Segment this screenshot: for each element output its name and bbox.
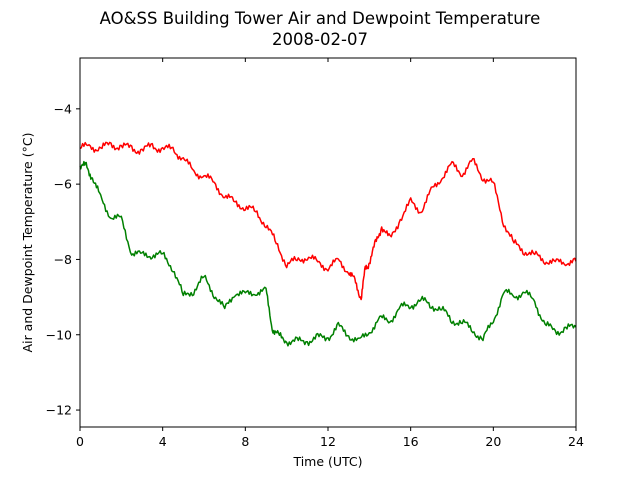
x-axis-label: Time (UTC) xyxy=(292,454,362,469)
x-tick-label: 16 xyxy=(403,434,419,449)
series-line-1 xyxy=(79,141,577,301)
x-tick-label: 24 xyxy=(568,434,584,449)
x-tick-label: 20 xyxy=(485,434,501,449)
x-axis: 0 4 8 12 16 20 24 xyxy=(76,58,584,449)
y-tick-label: −12 xyxy=(46,403,72,418)
chart-subtitle: 2008-02-07 xyxy=(272,30,368,49)
y-axis-label: Air and Dewpoint Temperature (°C) xyxy=(20,133,35,353)
series-line-2 xyxy=(79,160,577,347)
y-tick-label: −4 xyxy=(54,101,72,116)
x-tick-label: 8 xyxy=(241,434,249,449)
y-tick-label: −10 xyxy=(46,327,72,342)
x-tick-label: 12 xyxy=(320,434,336,449)
series-layer xyxy=(79,141,577,347)
y-tick-label: −6 xyxy=(54,177,72,192)
x-tick-label: 4 xyxy=(159,434,167,449)
chart-title: AO&SS Building Tower Air and Dewpoint Te… xyxy=(100,9,541,28)
y-axis: −12 −10 −8 −6 −4 xyxy=(46,101,80,418)
x-tick-label: 0 xyxy=(76,434,84,449)
y-tick-label: −8 xyxy=(54,252,72,267)
plot-frame xyxy=(79,57,577,428)
